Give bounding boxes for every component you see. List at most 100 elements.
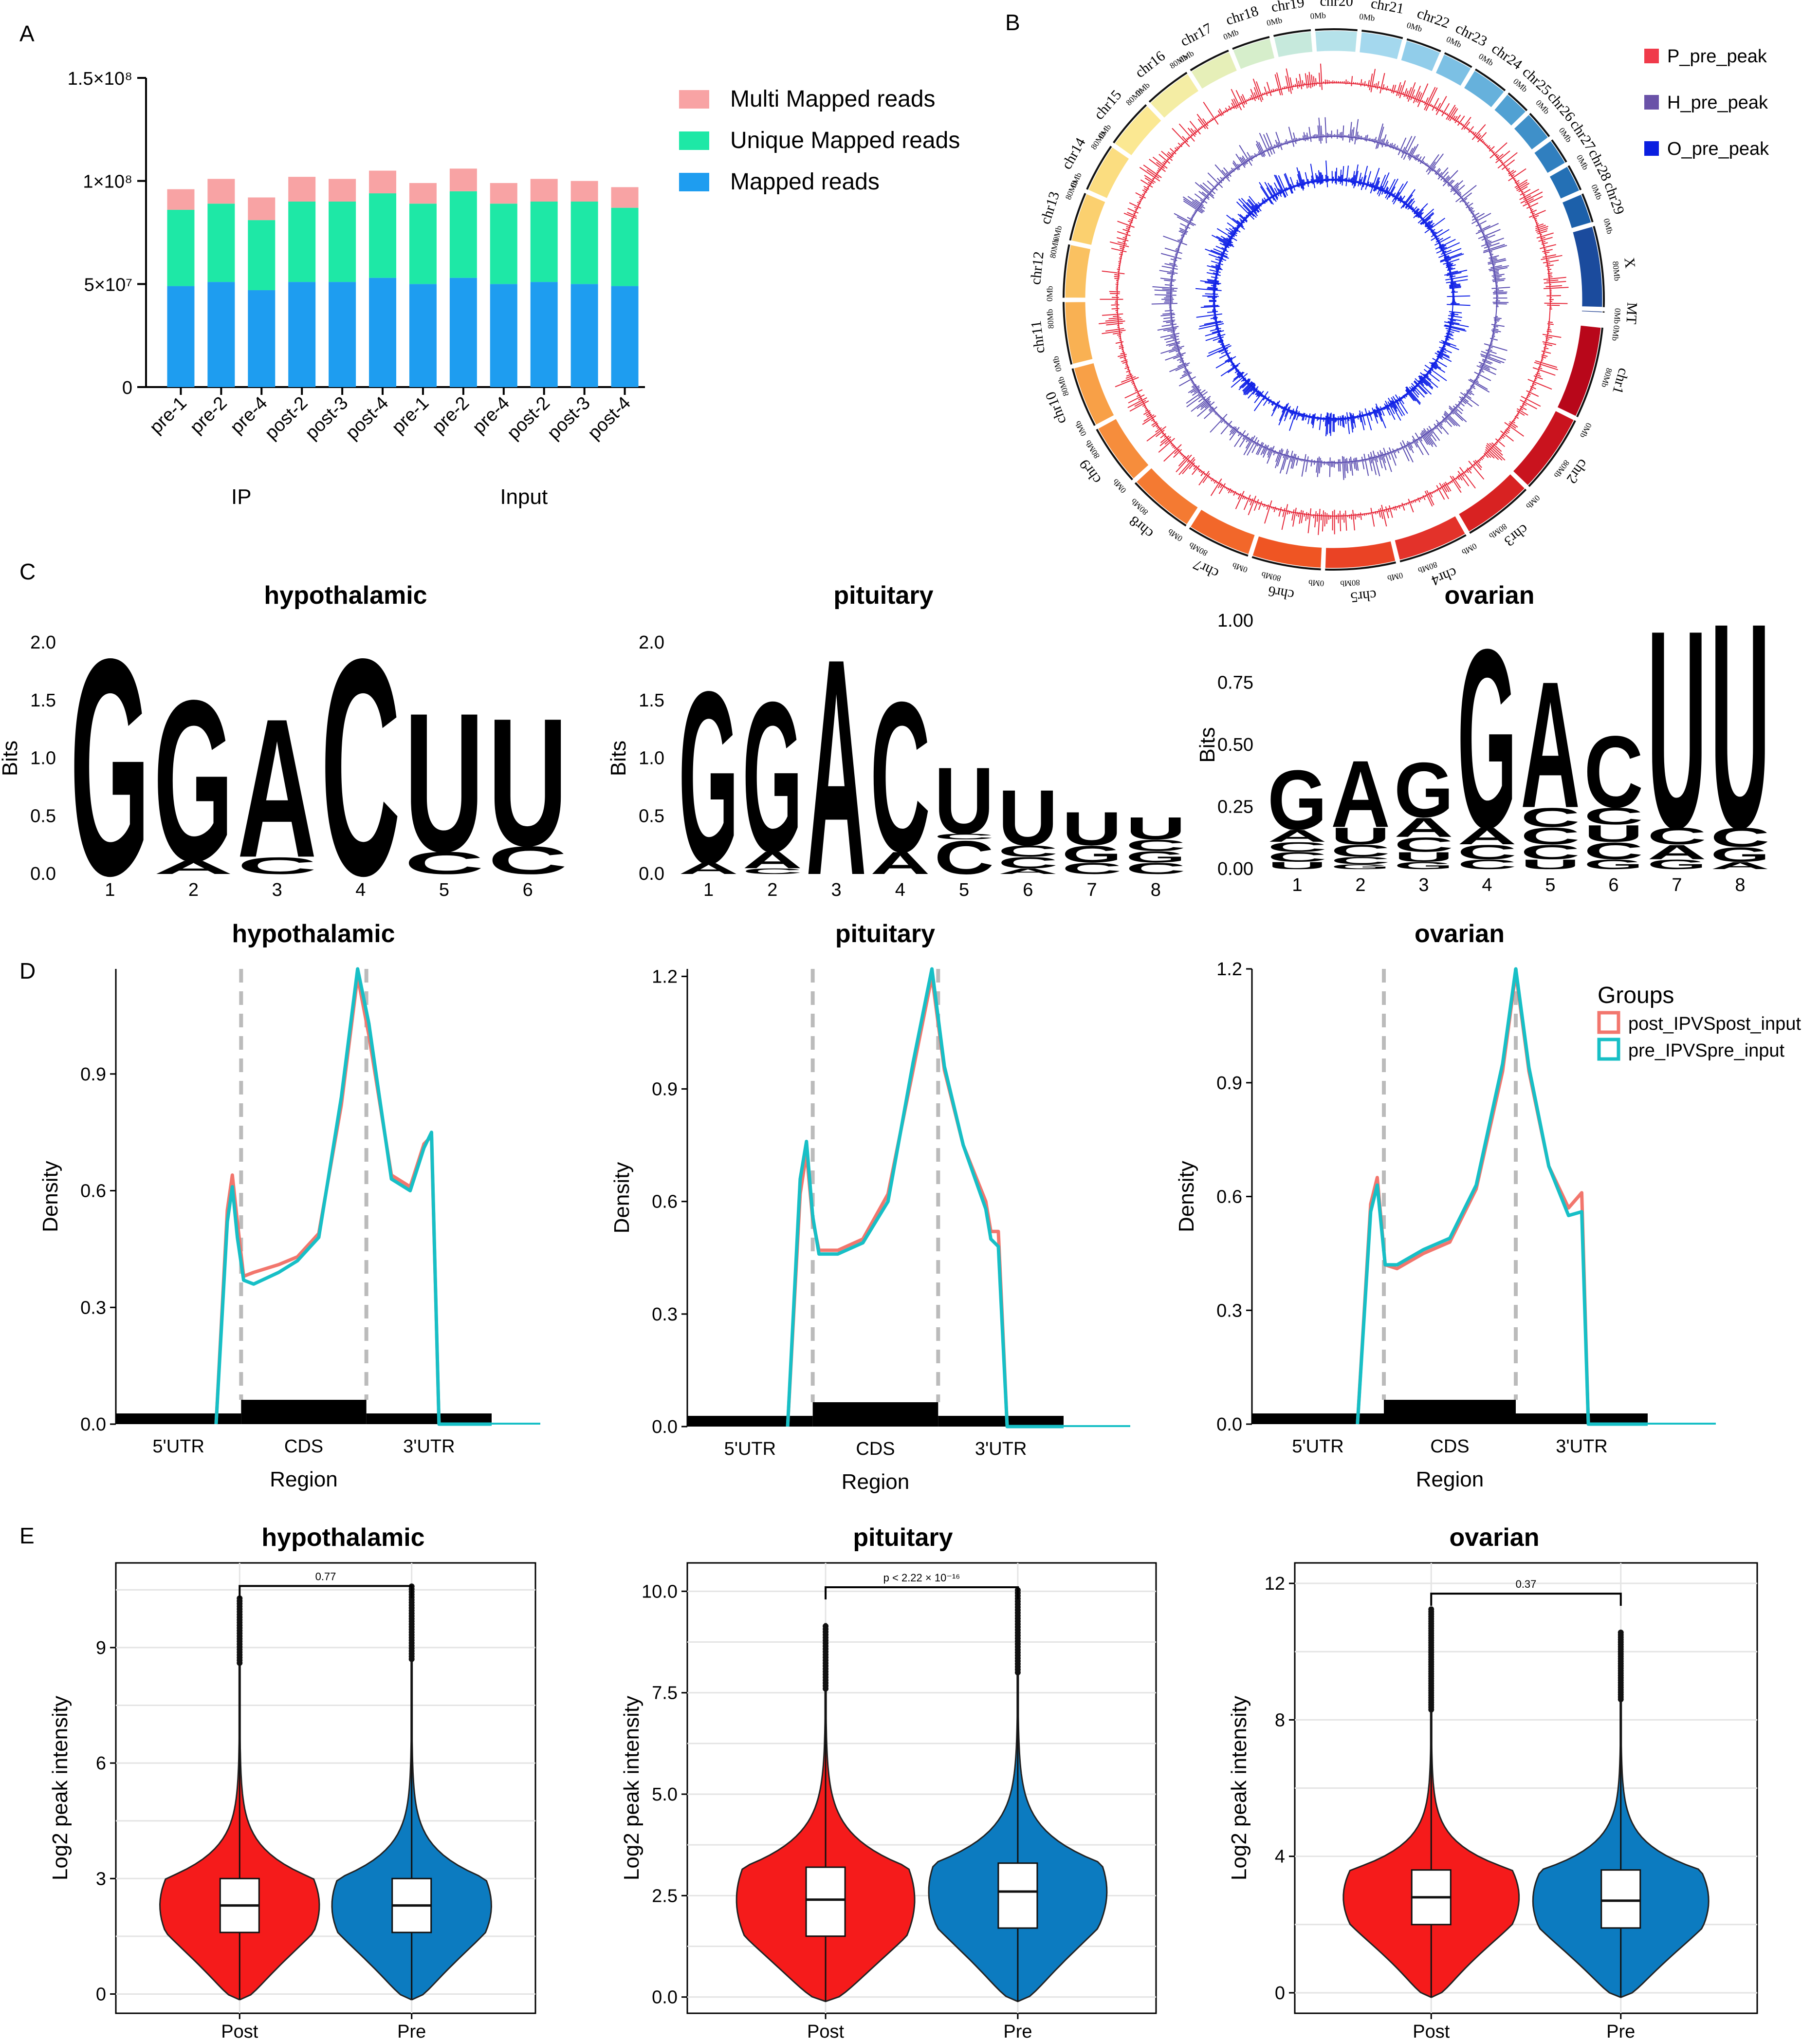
chromosome-axis-arc: [1325, 561, 1397, 571]
chromosome-band: [1324, 540, 1396, 569]
chromosome-tick-label: 0Mb: [1231, 560, 1249, 575]
logo-letter: G: [1394, 860, 1453, 871]
logo-letter: A: [1521, 644, 1580, 845]
x-tick-label: post-2: [261, 393, 312, 444]
utr5-bar: [116, 1413, 241, 1424]
x-tick-label: post-4: [584, 393, 635, 444]
chromosome-band: [1065, 244, 1091, 298]
bar-segment: [369, 278, 397, 387]
y-axis-label: Density: [38, 1161, 62, 1232]
x-tick-label: 6: [523, 880, 533, 900]
logo-letter: U: [934, 747, 994, 854]
chromosome-axis-arc: [1567, 165, 1582, 190]
y-tick-label: 1×10⁸: [83, 172, 132, 192]
y-tick-label: 7.5: [652, 1683, 678, 1704]
panel-label-c: C: [19, 559, 36, 584]
chromosome-band: [1088, 147, 1130, 199]
logo-letter: A: [870, 846, 930, 881]
logo-letter: A: [1268, 826, 1327, 845]
cds-bar: [812, 1402, 938, 1427]
chromosome-axis-arc: [1474, 68, 1506, 92]
chromosome-band: [1071, 193, 1106, 246]
legend-swatch: [1597, 1011, 1620, 1034]
chromosome-label: chr17: [1177, 20, 1214, 50]
chromosome-label: X: [1621, 257, 1638, 269]
y-tick-label: 0.9: [652, 1079, 678, 1100]
x-tick-label: 2: [188, 880, 199, 900]
x-tick-label: Pre: [1003, 2022, 1032, 2042]
bar-segment: [167, 209, 195, 286]
logo-letter: U: [404, 672, 484, 893]
legend-label: post_IPVSpost_input: [1628, 1014, 1801, 1034]
chromosome-axis-arc: [1399, 534, 1467, 562]
violin-title: hypothalamic: [261, 1523, 424, 1552]
logo-letter: C: [1584, 803, 1643, 830]
legend-swatch: [1644, 141, 1659, 156]
chromosome-band: [1114, 105, 1162, 156]
x-tick-label: 3: [272, 880, 282, 900]
chromosome-band: [1150, 74, 1199, 119]
chromosome-axis-arc: [1551, 139, 1567, 163]
chromosome-tick-label: 0Mb: [1222, 27, 1240, 41]
y-tick-label: 1.2: [1216, 959, 1242, 980]
chromosome-tick-label: 80Mb: [1083, 439, 1102, 461]
legend-swatch: [679, 90, 709, 109]
x-tick-label: CDS: [284, 1436, 323, 1457]
chromosome-label: chr15: [1091, 87, 1125, 123]
y-tick-label: 0.25: [1217, 797, 1253, 817]
bar-segment: [288, 282, 316, 387]
logo-letter: C: [1584, 838, 1643, 864]
y-tick-label: 0.0: [30, 864, 56, 884]
group-label: IP: [231, 485, 252, 509]
bar-segment: [611, 187, 639, 208]
chromosome-band: [1394, 516, 1466, 560]
density-curve-pre: [214, 967, 492, 1426]
logo-letter: C: [1268, 850, 1327, 865]
significance-label: p < 2.22 × 10⁻¹⁶: [883, 1572, 960, 1584]
y-tick-label: 0.0: [652, 1417, 678, 1437]
bar-segment: [449, 278, 477, 387]
x-tick-label: post-4: [342, 393, 392, 444]
x-tick-label: 3: [831, 880, 842, 900]
x-tick-label: 5'UTR: [152, 1436, 204, 1457]
y-tick-label: 9: [96, 1638, 106, 1658]
x-tick-label: 4: [1482, 875, 1492, 895]
chromosome-label: chr5: [1350, 587, 1377, 605]
bar-segment: [530, 179, 558, 202]
x-tick-label: 5'UTR: [1292, 1436, 1344, 1457]
bar-segment: [329, 202, 356, 282]
chromosome-label: chr13: [1037, 189, 1063, 226]
logo-letter: G: [1457, 596, 1517, 881]
x-tick-label: 8: [1151, 880, 1161, 900]
x-tick-label: 1: [105, 880, 115, 900]
chromosome-axis-arc: [1273, 29, 1311, 37]
y-axis-label: Bits: [0, 741, 22, 776]
peak-track-2: [1195, 160, 1471, 437]
x-axis-label: Region: [270, 1467, 337, 1491]
chromosome-band: [1252, 536, 1323, 568]
y-tick-label: 1.5: [639, 690, 664, 711]
y-tick-label: 1.5×10⁸: [68, 69, 132, 89]
y-tick-label: 0.5: [639, 806, 664, 826]
logo-letter: A: [742, 847, 802, 873]
y-axis-label: Log2 peak intensity: [1227, 1696, 1251, 1880]
box: [997, 1862, 1038, 1929]
x-tick-label: Pre: [1606, 2022, 1635, 2042]
utr5-bar: [1252, 1413, 1384, 1424]
chromosome-tick-label: 0Mb: [1610, 325, 1621, 341]
chromosome-axis-arc: [1528, 420, 1576, 487]
logo-letter: A: [1457, 823, 1517, 849]
chromosome-axis-arc: [1315, 28, 1358, 32]
panel-label-a: A: [19, 21, 35, 46]
x-tick-label: 1: [703, 880, 714, 900]
chromosome-tick-label: 0Mb: [1266, 16, 1283, 28]
x-tick-label: CDS: [1430, 1436, 1469, 1457]
bar-segment: [611, 207, 639, 286]
x-tick-label: 5'UTR: [724, 1439, 776, 1459]
y-tick-label: 0.50: [1217, 735, 1253, 755]
density-curve-post: [214, 975, 492, 1426]
bar-segment: [570, 181, 598, 202]
utr3-bar: [1516, 1413, 1648, 1424]
logo-letter: U: [1394, 850, 1453, 865]
